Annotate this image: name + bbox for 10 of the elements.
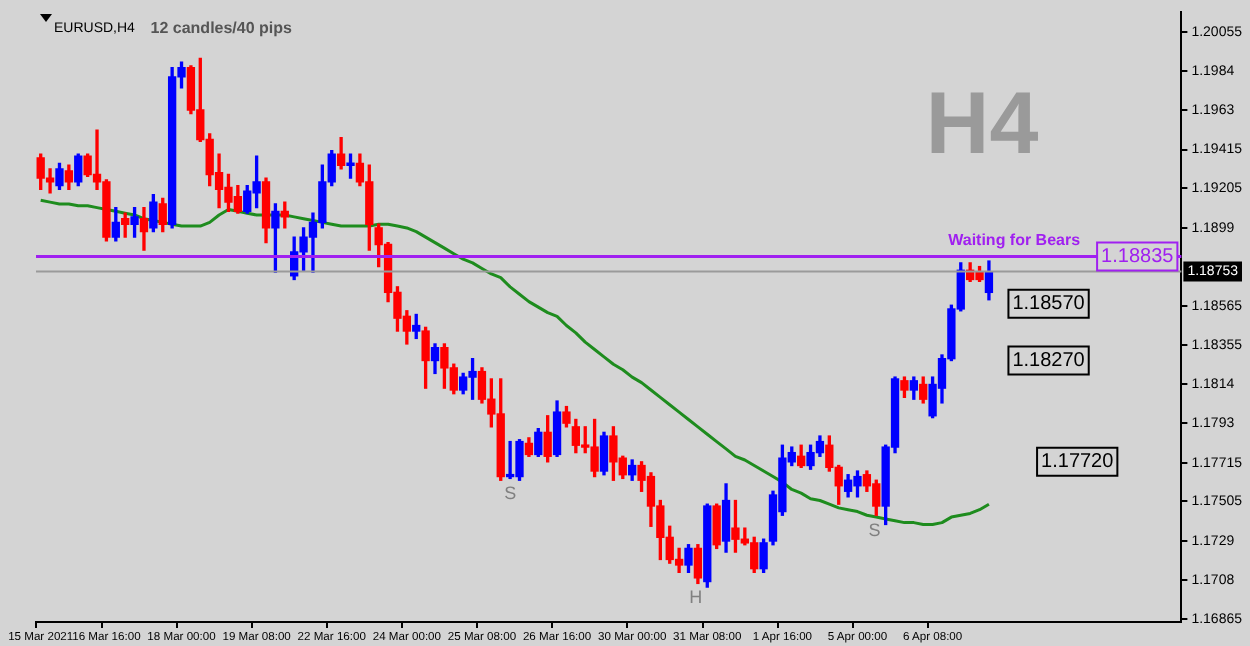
text: 1.17720: [1041, 451, 1115, 474]
annotation: H: [689, 586, 703, 607]
text: 1.18270: [1012, 350, 1086, 373]
annotation: H4: [925, 74, 1040, 173]
annotation: Waiting for Bears: [948, 231, 1082, 250]
annotation: 12 candles/40 pips: [150, 18, 294, 37]
annotation: S: [504, 483, 517, 504]
text: 1.18570: [1012, 293, 1086, 316]
annotation: S: [868, 519, 881, 540]
ref-line-label: 1.18835: [1101, 245, 1175, 268]
